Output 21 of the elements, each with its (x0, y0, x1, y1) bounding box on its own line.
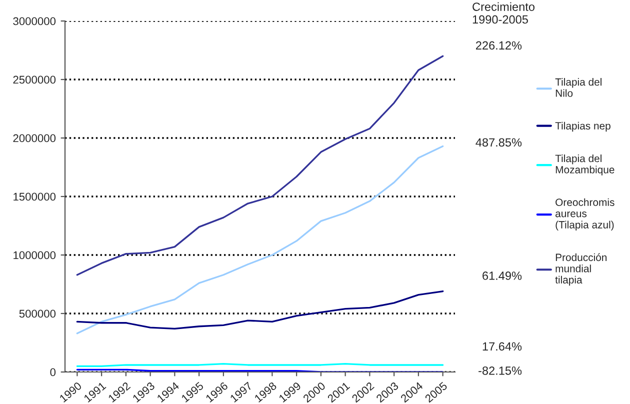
text: Crecimiento 1990-2005 (472, 2, 534, 24)
y-tick-label: 2000000 (13, 134, 56, 142)
text: 17.64% (482, 342, 522, 351)
y-tick-label: 500000 (19, 310, 56, 318)
line-series (76, 55, 444, 276)
text: 226.12% (476, 41, 522, 50)
y-tick-label: 1000000 (14, 251, 56, 260)
legend-label: Tilapia del Mozambique (555, 154, 614, 176)
line-series (76, 290, 444, 330)
y-tick-label: 2500000 (13, 76, 56, 84)
legend-label: Producción mundial tilapia (555, 253, 607, 286)
y-tick-label: 3000000 (13, 17, 56, 26)
text: 487.85% (476, 138, 522, 147)
legend-label: Oreochromis aureus (Tilapia azul) (556, 198, 614, 230)
text: 61.49% (482, 272, 522, 280)
legend-label: Tilapia del Nilo (555, 78, 602, 97)
text: -82.15% (478, 366, 522, 375)
y-tick-label: 1500000 (14, 192, 56, 201)
legend-label: Tilapias nep (555, 122, 610, 132)
y-tick-label: 0 (50, 368, 56, 376)
line-series (76, 145, 444, 334)
